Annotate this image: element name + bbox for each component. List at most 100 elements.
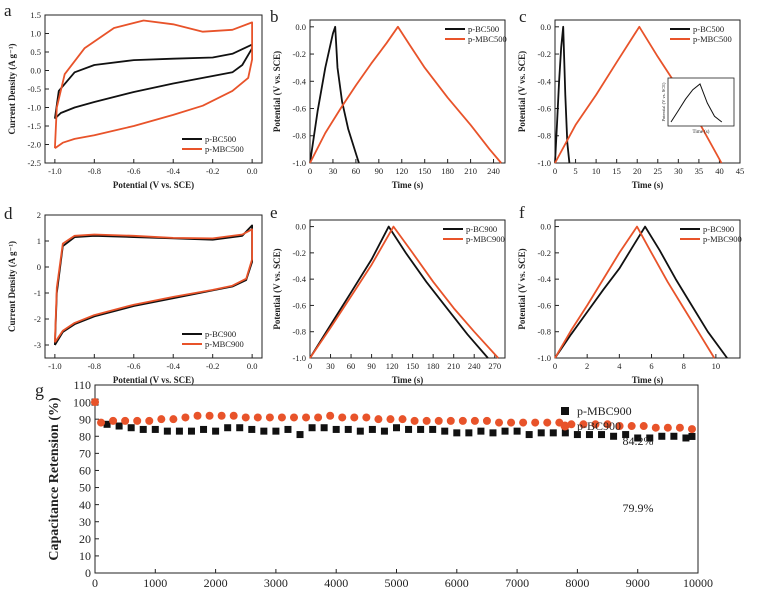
x-tick-label: -1.0 [48,361,61,371]
point-p-BC900 [193,411,202,420]
annotation-retention-mbc900: 79.9% [623,501,654,515]
point-p-MBC900 [151,425,159,433]
x-tick-label: -0.4 [166,361,180,371]
legend-marker [560,421,570,431]
legend-label: p-MBC500 [468,34,507,44]
panel-label-f: f [519,203,525,222]
plot-frame [309,219,506,359]
y-tick-label: 90 [79,412,91,426]
y-tick-label: 30 [79,515,91,529]
x-axis-label: Time (s) [392,375,424,385]
point-p-MBC900 [163,427,171,435]
x-tick-label: 0 [92,576,98,590]
point-p-MBC900 [513,427,521,435]
plot-frame [309,19,506,164]
inset-series-line [670,83,723,123]
y-tick-label: -0.6 [293,300,306,310]
series-line-p-MBC500 [309,25,502,164]
x-axis-label: Time (s) [632,375,664,385]
point-p-BC900 [482,416,491,425]
point-p-MBC900 [682,434,690,442]
point-p-MBC900 [688,432,696,440]
y-tick-label: 0 [85,566,91,580]
x-tick-label: 6 [649,361,653,371]
legend-label: p-MBC500 [693,34,732,44]
point-p-MBC900 [453,429,461,437]
x-tick-label: -1.0 [48,166,61,176]
point-p-MBC900 [477,427,485,435]
y-tick-label: -0.6 [293,103,306,113]
point-p-MBC900 [537,429,545,437]
point-p-MBC900 [380,427,388,435]
y-tick-label: 0.0 [30,65,41,75]
x-tick-label: 0 [308,361,312,371]
point-p-BC900 [531,418,540,427]
x-axis-label: Potential (V vs. SCE) [113,375,194,385]
point-p-MBC900 [646,434,654,442]
panel-b: b 0 30 60 90 120 150 180 210 240 -1.0 -0.8 -0.6 -0.4 -… [270,7,507,190]
point-p-BC900 [229,411,238,420]
series-line-p-MBC900 [554,225,716,359]
point-p-MBC900 [622,431,630,439]
y-tick-label: 20 [79,532,91,546]
y-tick-label: -0.4 [293,274,307,284]
point-p-MBC900 [284,425,292,433]
x-tick-label: 0 [553,361,557,371]
y-tick-label: 1.5 [30,10,41,20]
y-tick-label: 0 [37,262,41,272]
point-p-BC900 [374,415,383,424]
point-p-BC900 [627,422,636,431]
x-tick-label: 25 [654,166,663,176]
plot-frame [44,214,263,359]
y-tick-label: -0.2 [293,49,306,59]
point-p-BC900 [639,422,648,431]
point-p-MBC900 [610,432,618,440]
point-p-MBC900 [658,432,666,440]
legend-label: p-BC500 [693,24,724,34]
point-p-BC900 [314,413,323,422]
point-p-BC900 [434,416,443,425]
point-p-MBC900 [272,427,280,435]
x-tick-label: 210 [464,166,477,176]
point-p-MBC900 [187,427,195,435]
legend-label: p-MBC900 [703,234,742,244]
x-tick-label: 2 [585,361,589,371]
legend-label: p-BC900 [703,224,734,234]
point-p-MBC900 [549,429,557,437]
inset-y-label: Potential (V vs. SCE) [661,82,666,121]
y-axis-label: Current Density (A g⁻¹) [7,43,17,134]
y-tick-label: -1.0 [293,353,306,363]
point-p-BC900 [121,416,130,425]
point-p-MBC900 [465,429,473,437]
y-tick-label: -0.2 [538,248,551,258]
series-line-p-MBC500 [54,19,254,149]
point-p-BC900 [205,411,214,420]
x-tick-label: 7000 [505,576,529,590]
x-tick-label: 5 [573,166,577,176]
y-tick-label: -0.2 [293,248,306,258]
x-tick-label: 2000 [204,576,228,590]
y-tick-label: 0.0 [540,22,551,32]
series-line-p-BC900 [309,225,489,359]
y-axis-label: Current Density (A g⁻¹) [7,241,17,332]
panel-a: a -1.0 -0.8 -0.6 -0.4 -0.2 0.0 -2.5 -2.0 -1.5 -1.0… [4,1,263,190]
x-tick-label: 90 [367,361,376,371]
panel-label-d: d [4,204,13,223]
x-tick-label: 210 [447,361,460,371]
legend-label: p-MBC900 [466,234,505,244]
panel-label-e: e [270,203,278,222]
point-p-BC900 [446,416,455,425]
x-tick-label: 4 [617,361,622,371]
point-p-BC900 [289,413,298,422]
x-tick-label: -0.8 [88,166,101,176]
x-tick-label: -0.6 [127,166,140,176]
y-tick-label: -2.0 [28,139,41,149]
panel-c: c 0 5 10 15 20 25 30 35 40 45 -1.0 -0.8 -0.6 -0.4 -0.2 0… [517,7,744,190]
y-tick-label: -2 [34,314,41,324]
y-tick-label: -1.0 [293,158,306,168]
x-tick-label: 0.0 [247,166,258,176]
point-p-BC900 [109,416,118,425]
panel-d: d -1.0 -0.8 -0.6 -0.4 -0.2 0.0 -3 -2 -1 0 1 2 Potenti… [4,204,263,385]
y-axis-label: Potential (V vs. SCE) [517,248,527,329]
